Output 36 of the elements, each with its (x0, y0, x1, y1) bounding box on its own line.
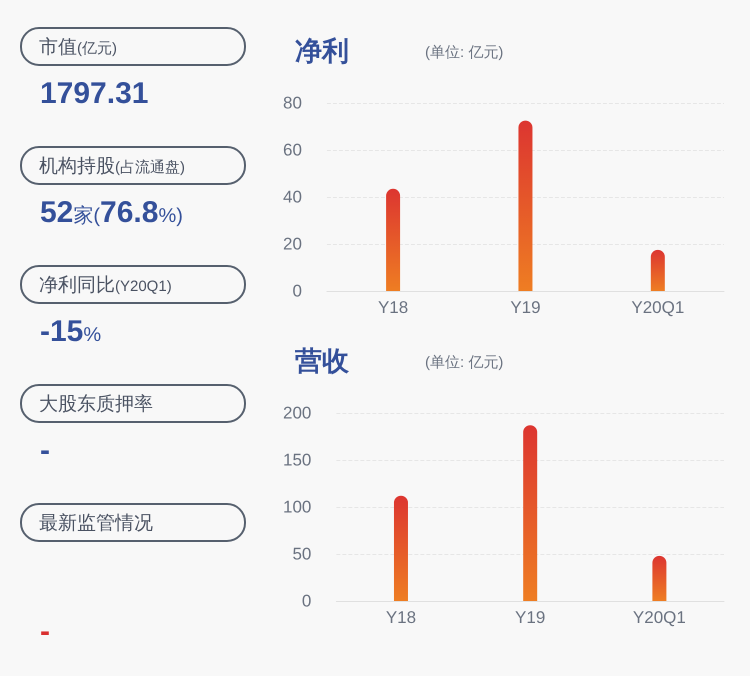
chart-subtitle: (单位: 亿元) (425, 44, 504, 61)
x-tick-label: Y19 (510, 298, 541, 317)
chart-subtitle: (单位: 亿元) (425, 354, 504, 371)
text: 机构持股(占流通盘) (39, 154, 185, 178)
bar (394, 496, 408, 601)
x-tick-label: Y18 (386, 608, 416, 627)
bar (523, 425, 538, 601)
y-tick-label: 40 (282, 188, 302, 206)
chart-title: 营收 (294, 346, 350, 377)
y-tick-label: 0 (292, 282, 302, 300)
x-tick-label: Y18 (378, 298, 408, 317)
y-tick-label: 60 (282, 140, 302, 160)
y-tick-label: 150 (282, 450, 312, 470)
text: 1797.31 (40, 77, 148, 110)
y-tick-label: 100 (282, 498, 312, 516)
y-tick-label: 0 (302, 592, 312, 610)
y-tick-label: 20 (282, 234, 302, 254)
y-tick-label: 80 (282, 94, 302, 112)
bar (652, 556, 666, 601)
chart-title: 净利 (295, 36, 349, 67)
x-tick-label: Y20Q1 (631, 298, 684, 317)
text: 大股东质押率 (39, 392, 153, 416)
text: 最新监管情况 (39, 512, 153, 536)
text: - (40, 434, 50, 467)
bar (650, 250, 665, 291)
text: -15% (40, 315, 102, 348)
text: 市值(亿元) (39, 36, 117, 60)
y-tick-label: 50 (292, 544, 312, 564)
bar (386, 188, 400, 291)
text: 52家(76.8%) (40, 196, 183, 229)
y-tick-label: 200 (282, 404, 312, 422)
text: - (40, 615, 50, 648)
x-tick-label: Y19 (515, 608, 546, 627)
x-tick-label: Y20Q1 (632, 608, 686, 627)
text: 净利同比(Y20Q1) (39, 274, 172, 298)
bar (518, 120, 532, 291)
